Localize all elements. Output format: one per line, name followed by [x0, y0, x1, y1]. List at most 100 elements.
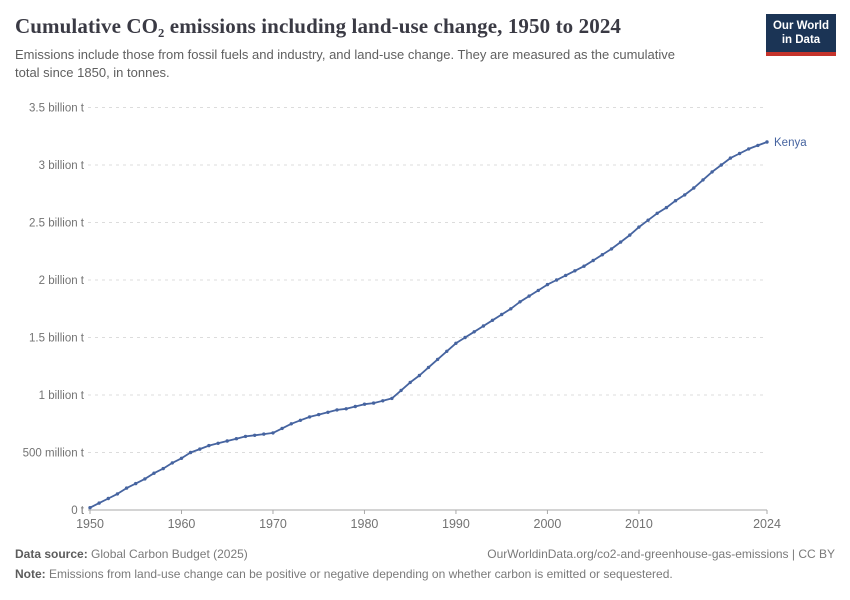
data-point — [490, 318, 495, 322]
data-point — [481, 324, 486, 328]
data-point — [673, 199, 678, 203]
data-point — [381, 399, 385, 403]
y-axis-label: 3.5 billion t — [29, 103, 85, 115]
chart-subtitle: Emissions include those from fossil fuel… — [15, 47, 675, 81]
data-point — [371, 401, 376, 405]
data-point — [463, 335, 467, 340]
data-point — [628, 233, 632, 237]
data-point — [335, 408, 339, 412]
data-point — [152, 471, 156, 475]
data-point — [97, 501, 101, 505]
data-source-value: Global Carbon Budget (2025) — [87, 547, 248, 561]
data-point — [747, 147, 751, 151]
data-point — [600, 253, 604, 257]
note-label: Note: — [15, 567, 46, 581]
data-point — [701, 178, 705, 182]
y-axis-label: 2.5 billion t — [29, 218, 85, 230]
data-point — [289, 422, 293, 426]
x-axis-label: 2000 — [534, 517, 562, 531]
data-point — [225, 439, 229, 443]
data-point — [179, 456, 184, 460]
license-link[interactable]: OurWorldinData.org/co2-and-greenhouse-ga… — [487, 547, 835, 561]
data-point — [737, 151, 742, 156]
data-point — [564, 273, 568, 278]
data-point — [435, 357, 440, 362]
chart-footer: Data source: Global Carbon Budget (2025)… — [15, 547, 835, 581]
x-axis-label: 1990 — [442, 517, 470, 531]
x-axis-label: 1960 — [168, 517, 196, 531]
data-point — [618, 240, 623, 244]
data-point — [317, 412, 321, 417]
y-axis-label: 1 billion t — [39, 390, 85, 402]
y-axis-label: 1.5 billion t — [29, 333, 85, 345]
data-point — [609, 247, 614, 251]
data-point — [115, 492, 120, 496]
data-point — [106, 496, 111, 501]
entity-label-kenya[interactable]: Kenya — [774, 137, 807, 149]
data-point — [545, 282, 550, 287]
owid-logo[interactable]: Our World in Data — [766, 14, 836, 56]
data-point — [234, 437, 239, 441]
data-point — [307, 415, 312, 419]
data-point — [353, 404, 357, 409]
data-point — [518, 300, 522, 304]
owid-logo-line1: Our World — [772, 20, 829, 32]
data-point — [124, 486, 129, 490]
data-point — [408, 380, 412, 385]
data-point — [765, 140, 769, 144]
data-point — [527, 294, 531, 298]
data-point — [426, 365, 431, 370]
data-point — [280, 426, 284, 431]
data-point — [326, 410, 330, 414]
x-axis-label: 1980 — [351, 517, 379, 531]
y-axis-label: 500 million t — [23, 448, 85, 460]
data-point — [554, 278, 559, 282]
data-point — [536, 288, 540, 293]
data-point — [454, 341, 458, 345]
data-point — [509, 307, 513, 311]
chart-header: Cumulative CO₂ emissions including land-… — [0, 0, 850, 83]
data-point — [188, 450, 193, 455]
data-source-label: Data source: — [15, 547, 88, 561]
data-point — [710, 170, 714, 174]
data-point — [390, 396, 394, 401]
data-point — [591, 258, 595, 263]
data-point — [756, 143, 760, 148]
data-point — [692, 186, 696, 190]
data-point — [655, 211, 659, 215]
x-axis-label: 2010 — [625, 517, 653, 531]
x-axis-label: 2024 — [753, 517, 781, 531]
data-point — [344, 407, 348, 411]
data-point — [271, 431, 275, 435]
data-point — [198, 447, 202, 451]
data-point — [207, 443, 211, 448]
data-point — [664, 205, 669, 210]
data-point — [161, 466, 165, 471]
note-value: Emissions from land-use change can be po… — [45, 567, 673, 581]
data-point — [134, 481, 138, 486]
y-axis-label: 2 billion t — [39, 275, 85, 287]
data-point — [170, 461, 174, 465]
data-point — [216, 441, 220, 445]
data-point — [637, 225, 641, 229]
data-point — [646, 218, 650, 222]
data-point — [262, 432, 266, 436]
data-point — [728, 156, 733, 160]
data-point — [298, 418, 303, 422]
data-point — [243, 434, 248, 439]
chart-title: Cumulative CO₂ emissions including land-… — [15, 14, 622, 38]
chart-note: Note: Emissions from land-use change can… — [15, 567, 835, 581]
line-chart-canvas: 0 t 500 million t 1 billion t 1.5 billion t… — [23, 103, 808, 532]
data-point — [417, 373, 422, 378]
owid-logo-line2: in Data — [781, 34, 821, 47]
data-point — [582, 264, 586, 268]
x-axis-label: 1950 — [76, 517, 104, 531]
data-point — [445, 349, 449, 353]
data-point — [399, 388, 403, 393]
data-point — [362, 402, 367, 406]
data-point — [573, 269, 577, 273]
data-point — [472, 330, 476, 334]
data-point — [88, 506, 92, 510]
data-point — [719, 163, 723, 167]
